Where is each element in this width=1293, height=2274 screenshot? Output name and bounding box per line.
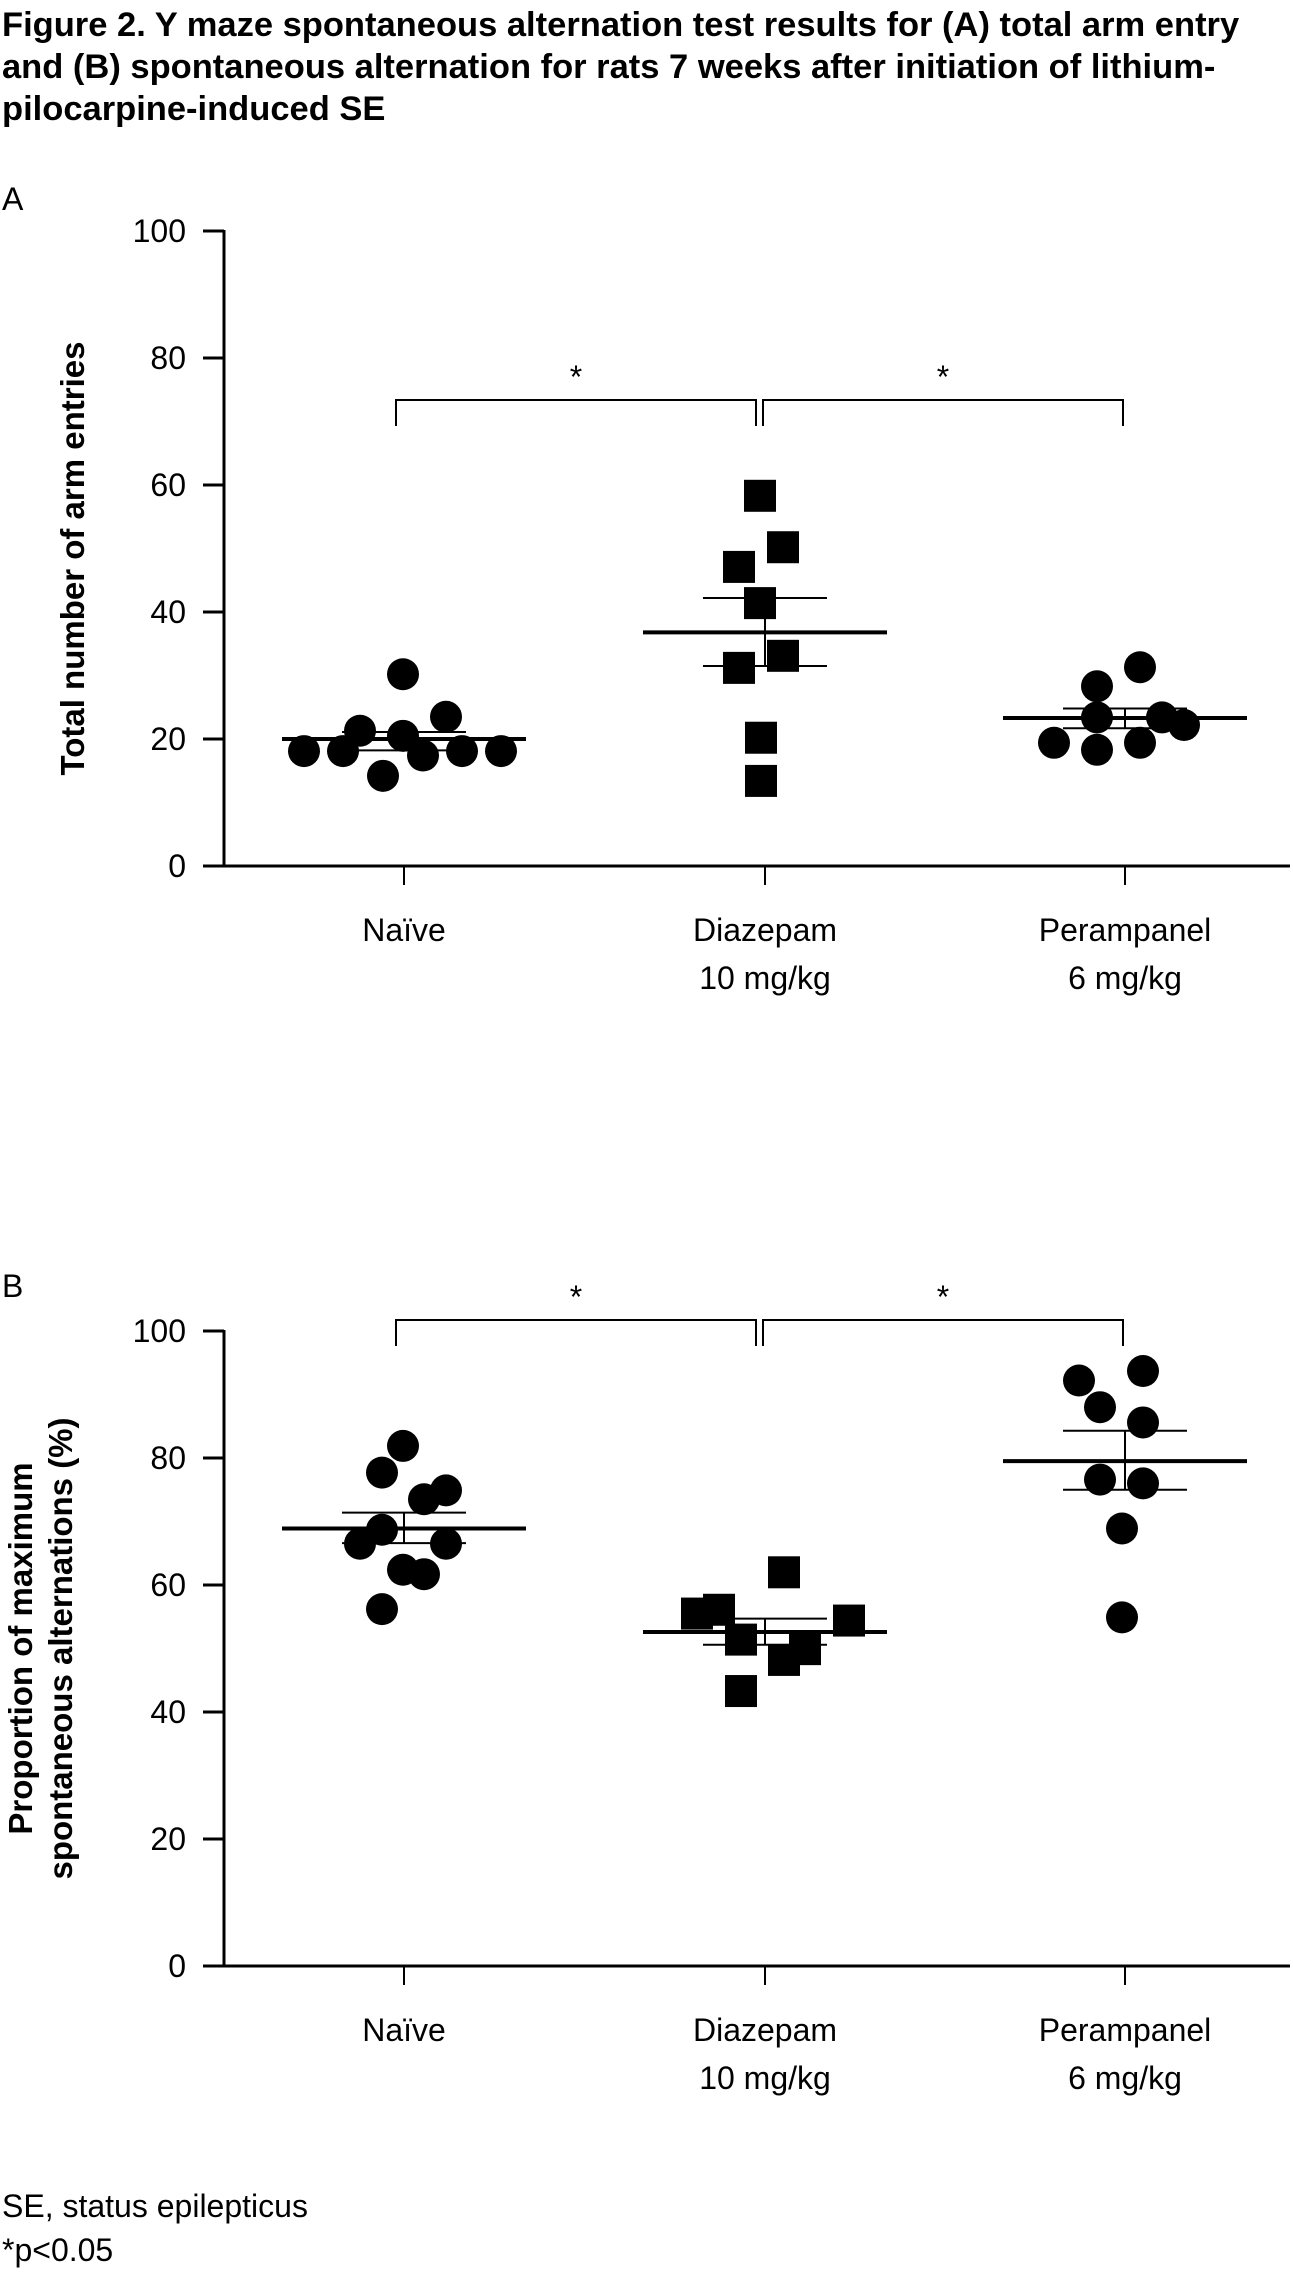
y-tick-label: 100 — [133, 213, 186, 249]
y-axis-title: spontaneous alternations (%) — [42, 1417, 79, 1879]
significance-star: * — [570, 359, 582, 395]
data-point-square — [768, 1556, 800, 1589]
data-point-circle — [1081, 733, 1113, 766]
data-point-circle — [1063, 1364, 1095, 1397]
significance-bracket — [395, 1319, 757, 1346]
y-tick-label: 80 — [150, 1440, 186, 1476]
data-point-circle — [407, 739, 439, 772]
data-point-circle — [1038, 726, 1070, 759]
data-point-circle — [485, 735, 517, 768]
significance-bracket — [762, 1319, 1124, 1346]
y-axis-title: Total number of arm entries — [54, 342, 91, 776]
data-point-circle — [408, 1558, 440, 1591]
data-point-circle — [387, 1429, 419, 1462]
data-point-circle — [366, 1456, 398, 1489]
data-point-square — [767, 639, 799, 672]
y-tick-label: 20 — [150, 1821, 186, 1857]
data-point-square — [744, 479, 776, 512]
significance-star: * — [937, 1279, 949, 1315]
x-category-label: Perampanel — [1039, 912, 1212, 948]
data-point-circle — [1168, 709, 1200, 742]
y-tick-label: 60 — [150, 1567, 186, 1603]
x-category-sublabel: 6 mg/kg — [1068, 2060, 1182, 2096]
data-point-square — [768, 1643, 800, 1676]
data-point-square — [744, 587, 776, 620]
data-point-square — [745, 721, 777, 754]
panel-a-chart: A 0 20 40 60 80 100 Total number of arm entries… — [2, 181, 1290, 996]
y-tick-label: 20 — [150, 721, 186, 757]
data-point-square — [725, 1675, 757, 1708]
footnote-significance: *p<0.05 — [2, 2232, 114, 2268]
data-point-circle — [387, 658, 419, 691]
data-point-circle — [1127, 1406, 1159, 1439]
x-category-label: Perampanel — [1039, 2012, 1212, 2048]
significance-star: * — [570, 1279, 582, 1315]
x-category-sublabel: 10 mg/kg — [699, 960, 831, 996]
data-point-circle — [1081, 670, 1113, 703]
data-point-circle — [1127, 1355, 1159, 1388]
data-point-square — [725, 1623, 757, 1656]
x-category-label: Diazepam — [693, 2012, 837, 2048]
panel-label: A — [2, 181, 24, 217]
data-point-circle — [288, 735, 320, 768]
data-point-circle — [367, 759, 399, 792]
y-tick-label: 0 — [168, 848, 186, 884]
data-point-circle — [1124, 726, 1156, 759]
significance-star: * — [937, 359, 949, 395]
data-point-circle — [1127, 1467, 1159, 1500]
data-point-square — [723, 651, 755, 684]
x-category-label: Naïve — [362, 2012, 446, 2048]
x-category-label: Naïve — [362, 912, 446, 948]
data-point-circle — [344, 714, 376, 747]
data-point-square — [723, 550, 755, 583]
data-point-circle — [430, 700, 462, 733]
y-tick-label: 0 — [168, 1948, 186, 1984]
footnote-abbreviation: SE, status epilepticus — [2, 2188, 308, 2224]
x-category-sublabel: 10 mg/kg — [699, 2060, 831, 2096]
data-point-circle — [1106, 1512, 1138, 1545]
x-category-sublabel: 6 mg/kg — [1068, 960, 1182, 996]
data-point-circle — [1084, 1463, 1116, 1496]
significance-bracket — [762, 399, 1124, 426]
y-tick-label: 80 — [150, 340, 186, 376]
y-tick-label: 60 — [150, 467, 186, 503]
data-point-circle — [366, 1593, 398, 1626]
data-point-circle — [1124, 651, 1156, 684]
significance-bracket — [395, 399, 757, 426]
figure-title: Figure 2. Y maze spontaneous alternation… — [2, 6, 1240, 128]
x-category-label: Diazepam — [693, 912, 837, 948]
panel-label: B — [2, 1268, 23, 1304]
y-axis-title: Proportion of maximum — [2, 1462, 39, 1834]
data-point-circle — [1084, 1391, 1116, 1424]
data-point-circle — [408, 1483, 440, 1516]
y-tick-label: 40 — [150, 1694, 186, 1730]
data-point-square — [745, 764, 777, 797]
y-tick-label: 40 — [150, 594, 186, 630]
data-point-square — [703, 1593, 735, 1626]
data-point-circle — [1106, 1601, 1138, 1634]
y-tick-label: 100 — [133, 1313, 186, 1349]
data-point-square — [767, 531, 799, 564]
panel-b-chart: B 0 20 40 60 80 100 Proportion of maximum sponta… — [2, 1268, 1290, 2096]
